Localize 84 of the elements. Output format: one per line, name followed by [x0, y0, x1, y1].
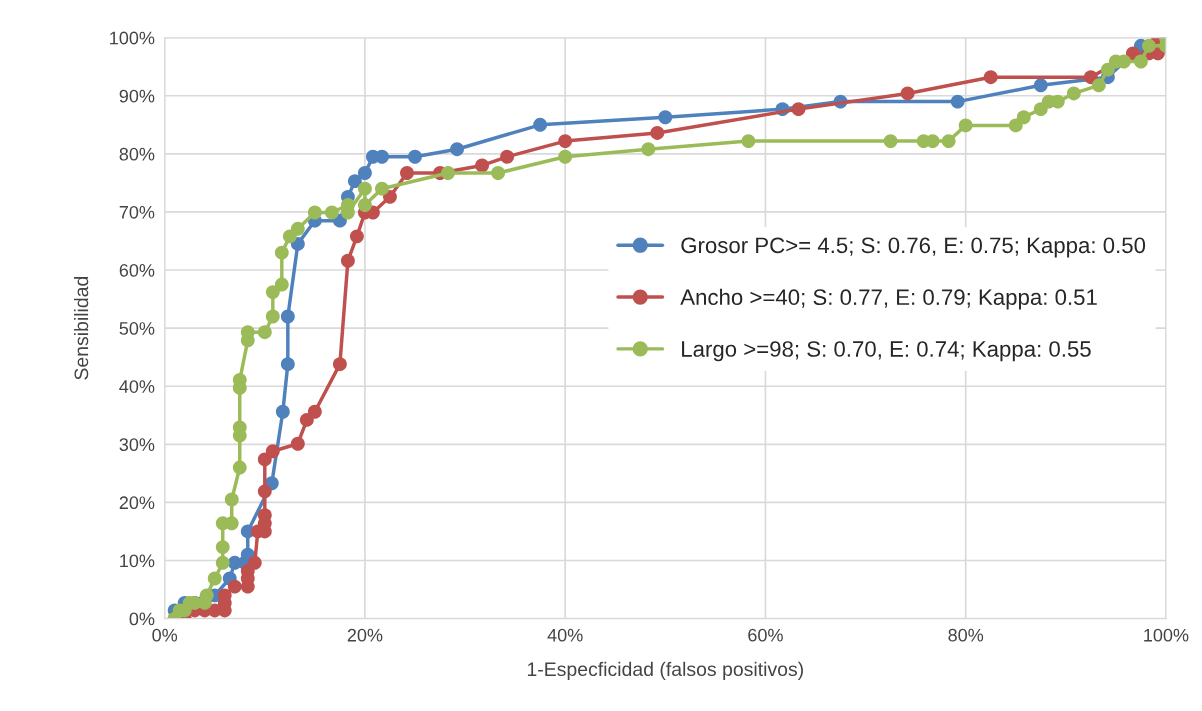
- point: [1091, 78, 1106, 93]
- point: [324, 205, 339, 220]
- point: [1016, 110, 1031, 125]
- point: [491, 166, 506, 180]
- y-tick-label: 0%: [129, 612, 155, 626]
- legend-label: Largo >=98; S: 0.70, E: 0.74; Kappa: 0.55: [682, 341, 1091, 362]
- point: [307, 205, 322, 220]
- point: [280, 357, 295, 372]
- point: [357, 181, 372, 196]
- x-tick-label: 0%: [152, 628, 178, 642]
- point: [650, 126, 665, 140]
- point: [357, 166, 372, 180]
- y-tick-label: 10%: [120, 554, 155, 568]
- legend-label: Ancho >=40; S: 0.77, E: 0.79; Kappa: 0.51: [680, 288, 1097, 310]
- y-tick-label: 40%: [119, 380, 155, 393]
- y-tick-label: 90%: [119, 89, 155, 103]
- y-tick-label: 20%: [119, 496, 155, 510]
- x-axis-title: 1-Especficidad (falsos positivos): [527, 661, 803, 680]
- point: [400, 166, 414, 180]
- point: [741, 134, 756, 149]
- point: [475, 158, 490, 173]
- y-tick-label: 70%: [119, 205, 155, 219]
- point: [357, 198, 372, 212]
- y-tick-label: 100%: [110, 31, 155, 45]
- point: [215, 555, 230, 570]
- point: [280, 309, 295, 324]
- point: [408, 149, 422, 164]
- y-axis-title: Sensibilidad: [73, 276, 89, 380]
- point: [215, 540, 230, 555]
- point: [227, 579, 242, 594]
- y-tick-label: 30%: [119, 438, 155, 452]
- point: [1033, 78, 1048, 93]
- point: [275, 404, 290, 419]
- point: [441, 166, 455, 180]
- point: [1133, 54, 1148, 69]
- point: [247, 555, 262, 570]
- x-tick-label: 40%: [547, 628, 583, 642]
- point: [1141, 38, 1156, 53]
- y-tick-label: 60%: [119, 263, 155, 277]
- point: [883, 134, 898, 149]
- point: [307, 404, 322, 419]
- y-tick-label: 50%: [119, 322, 155, 335]
- point: [265, 444, 280, 459]
- point: [941, 134, 956, 149]
- point: [950, 94, 965, 109]
- point: [257, 484, 272, 499]
- point: [232, 460, 247, 475]
- point: [658, 110, 673, 125]
- y-tick-label: 80%: [119, 147, 155, 161]
- point: [558, 149, 573, 164]
- x-tick-label: 100%: [1144, 628, 1189, 642]
- legend-label: Grosor PC>= 4.5; S: 0.76, E: 0.75; Kappa: 0.50: [681, 237, 1146, 258]
- point: [500, 149, 515, 164]
- point: [1083, 70, 1098, 85]
- point: [224, 492, 239, 507]
- point: [958, 118, 973, 133]
- point: [332, 357, 347, 372]
- point: [641, 142, 656, 157]
- point: [290, 221, 305, 236]
- point: [375, 149, 389, 164]
- point: [265, 285, 280, 300]
- x-tick-label: 60%: [748, 628, 783, 642]
- point: [347, 174, 362, 189]
- point: [450, 142, 464, 157]
- point: [274, 277, 289, 292]
- x-tick-label: 20%: [347, 628, 383, 642]
- point: [791, 102, 806, 117]
- x-tick-label: 80%: [948, 628, 984, 642]
- point: [257, 325, 272, 340]
- point: [349, 229, 364, 244]
- point: [340, 253, 355, 268]
- point: [375, 181, 389, 196]
- point: [983, 70, 998, 85]
- point: [274, 245, 289, 260]
- point: [265, 309, 280, 324]
- point: [533, 117, 548, 132]
- point: [383, 189, 397, 204]
- point: [290, 436, 305, 451]
- point: [1066, 86, 1081, 101]
- point: [199, 588, 214, 603]
- point: [558, 134, 573, 149]
- point: [299, 412, 314, 427]
- point: [207, 571, 222, 586]
- point: [900, 86, 915, 101]
